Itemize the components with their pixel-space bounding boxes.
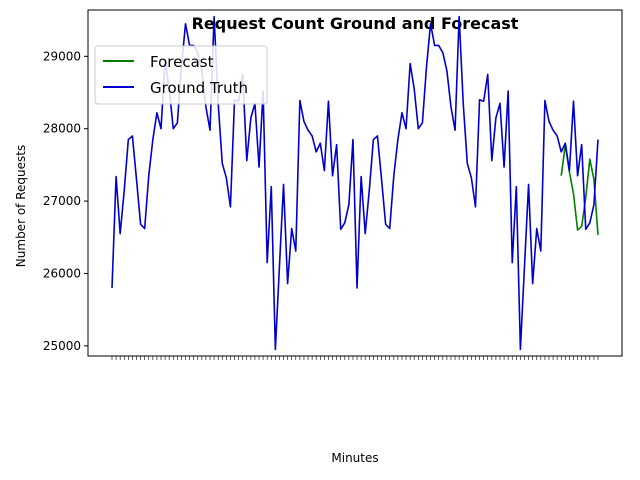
y-tick-label: 29000 <box>43 49 81 63</box>
legend-box <box>94 45 268 105</box>
y-tick-label: 26000 <box>43 266 81 280</box>
chart-title: Request Count Ground and Forecast <box>192 14 519 33</box>
y-ticks: 25000 26000 27000 28000 29000 <box>43 49 88 353</box>
y-tick-label: 28000 <box>43 122 81 136</box>
x-ticks <box>111 356 599 360</box>
legend-label-forecast: Forecast <box>150 53 214 71</box>
series-line-ground-truth <box>111 15 599 351</box>
y-tick-label: 25000 <box>43 339 81 353</box>
series-lines <box>111 15 599 351</box>
y-axis-label: Number of Requests <box>14 145 28 267</box>
x-axis-label: Minutes <box>331 451 378 465</box>
legend-label-ground-truth: Ground Truth <box>150 79 248 97</box>
legend: Forecast Ground Truth <box>94 45 268 105</box>
plot-area: 25000 26000 27000 28000 29000 <box>43 9 623 360</box>
y-tick-label: 27000 <box>43 194 81 208</box>
plot-frame <box>87 9 623 357</box>
